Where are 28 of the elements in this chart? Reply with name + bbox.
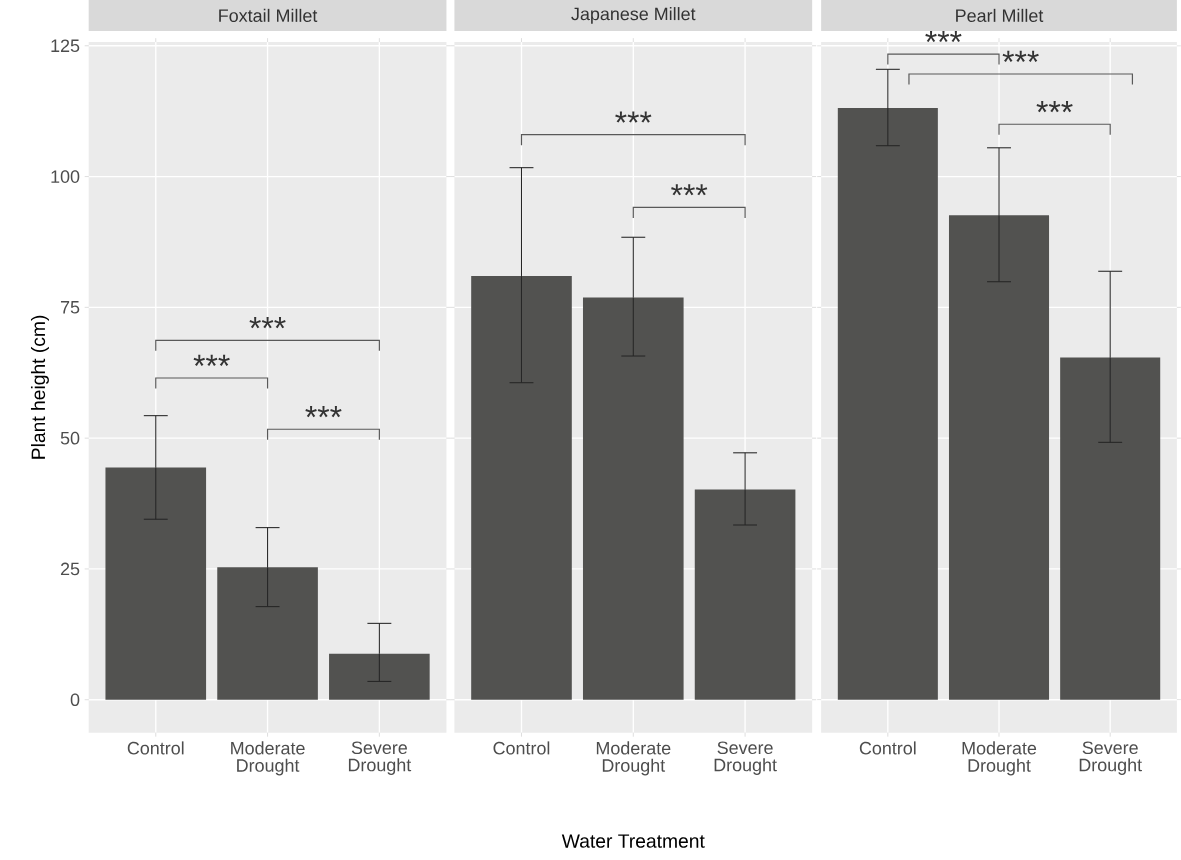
x-tick-label: Severe Drought (348, 741, 412, 775)
x-tick-label: Severe Drought (714, 741, 777, 775)
x-tick-label: Moderate Drought (962, 741, 1037, 776)
x-tick-label: Control (493, 741, 550, 755)
annotation: *** (615, 111, 652, 123)
y-axis-title: Plant height (cm) (30, 315, 49, 459)
x-axis-title: Water Treatment (561, 834, 705, 848)
chart-title: Japanese Millet (571, 6, 696, 24)
x-tick-label: Moderate Drought (231, 741, 305, 776)
x-tick-label: Severe Drought (1079, 741, 1142, 775)
annotation: *** (305, 405, 342, 418)
y-tick-label: 75 (60, 300, 80, 314)
annotation: *** (1002, 50, 1039, 62)
annotation: *** (193, 354, 230, 366)
annotation: *** (1036, 100, 1073, 113)
x-tick-label: Moderate Drought (596, 741, 671, 776)
x-tick-label: Control (859, 741, 916, 755)
chart-title: Foxtail Millet (219, 8, 318, 22)
y-tick-label: 100 (51, 170, 80, 183)
annotation: *** (249, 316, 286, 329)
annotation: *** (671, 184, 708, 196)
y-tick-label: 0 (70, 693, 80, 706)
chart-title: Pearl Millet (956, 8, 1044, 22)
text: *** (925, 30, 962, 42)
y-tick-label: 25 (60, 562, 80, 576)
y-tick-label: 125 (51, 39, 80, 52)
y-tick-label: 50 (60, 431, 80, 445)
x-tick-label: Control (127, 741, 184, 755)
